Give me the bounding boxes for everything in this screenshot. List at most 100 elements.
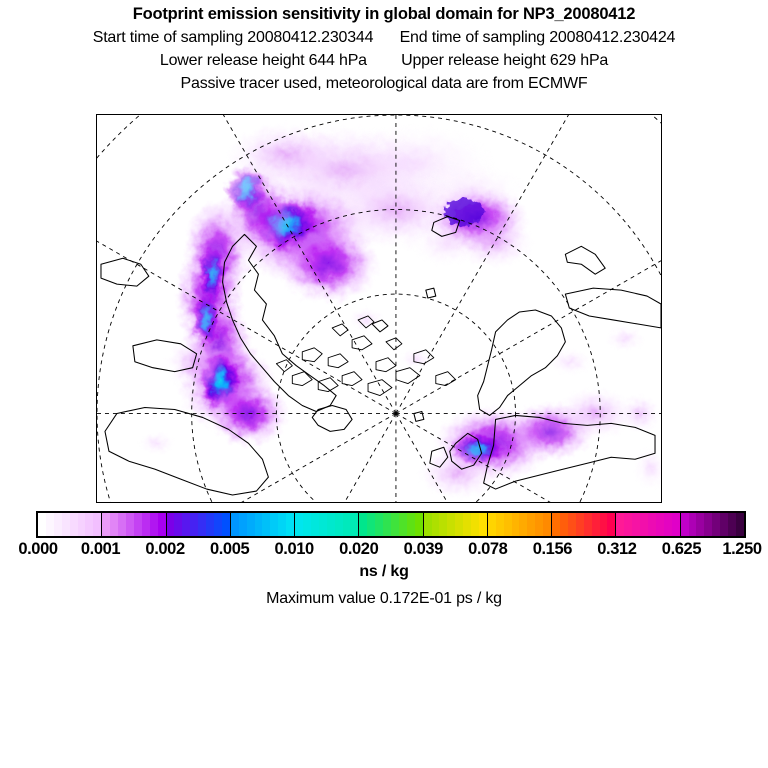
coastline-scandinavia [477, 309, 566, 416]
colorbar-step [69, 513, 78, 536]
colorbar-step [535, 513, 544, 536]
colorbar-step [495, 513, 504, 536]
colorbar-band-5 [359, 513, 424, 536]
colorbar-band-10 [680, 513, 744, 536]
coastline-novaya-zemlya [564, 245, 606, 275]
colorbar-step [166, 513, 175, 536]
colorbar-step [575, 513, 584, 536]
colorbar-step [326, 513, 335, 536]
colorbar-step [350, 513, 359, 536]
coastline-greenland [222, 233, 337, 412]
colorbar-step [552, 513, 561, 536]
header-block: Footprint emission sensitivity in global… [0, 0, 768, 93]
colorbar-step [519, 513, 528, 536]
colorbar-tick-8: 0.156 [532, 540, 573, 558]
colorbar-step [262, 513, 271, 536]
colorbar-step [198, 513, 207, 536]
colorbar-step [696, 513, 705, 536]
colorbar-step [712, 513, 721, 536]
colorbar-step [671, 513, 680, 536]
barents-kara-plume [411, 185, 534, 269]
colorbar-step [663, 513, 672, 536]
colorbar-step [295, 513, 303, 536]
release-height-line: Lower release height 644 hPa Upper relea… [0, 52, 768, 70]
colorbar-step [125, 513, 134, 536]
maximum-value-label: Maximum value 0.172E-01 ps / kg [266, 590, 502, 607]
colorbar-step [342, 513, 351, 536]
colorbar-step [720, 513, 729, 536]
colorbar-band-4 [295, 513, 360, 536]
colorbar-step [286, 513, 295, 536]
colorbar-step [455, 513, 464, 536]
colorbar-tick-1: 0.001 [80, 540, 121, 558]
colorbar-step [61, 513, 70, 536]
colorbar-step [310, 513, 319, 536]
coastline-canada-arctic [132, 339, 198, 373]
colorbar-step [680, 513, 689, 536]
colorbar-step [543, 513, 552, 536]
coastlines [100, 215, 661, 496]
coastline-jan-mayen [371, 319, 389, 333]
colorbar-step [190, 513, 199, 536]
colorbar-tick-4: 0.010 [274, 540, 315, 558]
colorbar-step [471, 513, 479, 536]
colorbar-step [206, 513, 214, 536]
colorbar-step [390, 513, 399, 536]
coastline-iceland [311, 404, 353, 432]
colorbar-step [560, 513, 568, 536]
colorbar-tick-3: 0.005 [209, 540, 250, 558]
colorbar-band-6 [423, 513, 488, 536]
colorbar-step [607, 513, 616, 536]
colorbar-step [133, 513, 142, 536]
coastline-bear-island [425, 287, 437, 299]
colorbar-band-1 [102, 513, 167, 536]
colorbar-step [583, 513, 592, 536]
colorbar-step [149, 513, 158, 536]
colorbar-step [254, 513, 263, 536]
end-time-label: End time of sampling 20080412.230424 [399, 29, 676, 46]
colorbar-legend: 0.000 0.001 0.002 0.005 0.010 0.020 0.039 0.078… [18, 511, 762, 558]
colorbar-step [527, 513, 536, 536]
colorbar-step [511, 513, 520, 536]
colorbar-step [157, 513, 166, 536]
concentration-field [138, 122, 661, 500]
colorbar-step [93, 513, 102, 536]
colorbar-step [45, 513, 54, 536]
colorbar-step [632, 513, 641, 536]
colorbar-unit-label: ns / kg [359, 563, 409, 580]
colorbar-step [640, 513, 649, 536]
colorbar-step [375, 513, 384, 536]
colorbar-step [655, 513, 664, 536]
coastline-ireland [429, 446, 449, 468]
colorbar-step [85, 513, 94, 536]
lower-release-height-label: Lower release height 644 hPa [159, 52, 367, 69]
start-time-label: Start time of sampling 20080412.230344 [92, 29, 374, 46]
coastline-canada-mainland [104, 406, 269, 496]
colorbar-step [318, 513, 327, 536]
colorbar-step [688, 513, 697, 536]
colorbar-step [616, 513, 625, 536]
colorbar-step [118, 513, 126, 536]
colorbar-step [38, 513, 46, 536]
colorbar-step [221, 513, 230, 536]
colorbar-band-3 [230, 513, 296, 536]
colorbar-step [367, 513, 376, 536]
colorbar-step [406, 513, 415, 536]
colorbar-band-7 [487, 513, 553, 536]
page-title: Footprint emission sensitivity in global… [132, 5, 636, 23]
colorbar-step [110, 513, 119, 536]
colorbar-step [213, 513, 222, 536]
colorbar-step [423, 513, 432, 536]
colorbar-tick-labels: 0.000 0.001 0.002 0.005 0.010 0.020 0.039 0.078… [18, 540, 762, 562]
colorbar-step [77, 513, 86, 536]
map-plot-canvas [97, 115, 661, 502]
colorbar-step [174, 513, 183, 536]
colorbar-tick-7: 0.078 [468, 540, 508, 558]
colorbar-step [182, 513, 191, 536]
colorbar-step [302, 513, 311, 536]
map-plot-frame [96, 114, 662, 503]
colorbar-step [246, 513, 255, 536]
colorbar-step [487, 513, 496, 536]
colorbar-tick-6: 0.039 [403, 540, 444, 558]
colorbar-tick-0: 0.000 [18, 540, 58, 558]
